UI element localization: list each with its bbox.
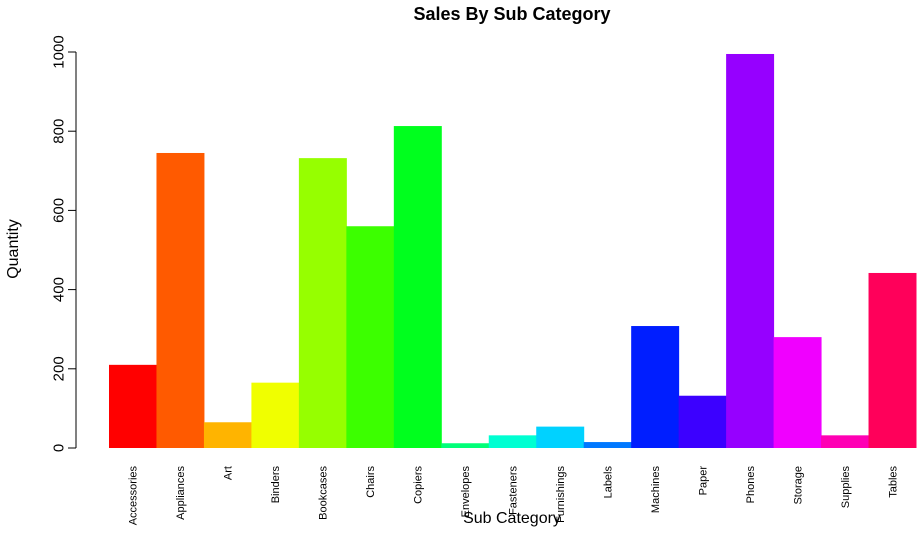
- y-tick-label: 1000: [50, 35, 67, 68]
- bar-binders: [251, 382, 300, 448]
- bar-art: [203, 422, 252, 448]
- bar-supplies: [821, 435, 870, 448]
- bar-paper: [678, 395, 727, 448]
- bar-phones: [726, 53, 775, 448]
- y-tick-label: 800: [50, 119, 67, 144]
- bar-envelopes: [441, 443, 490, 448]
- x-tick-label: Tables: [887, 466, 899, 498]
- chart-title: Sales By Sub Category: [413, 4, 610, 24]
- bar-appliances: [156, 152, 205, 449]
- x-axis-label: Sub Category: [463, 510, 561, 527]
- bar-accessories: [109, 364, 157, 448]
- bar-machines: [631, 326, 680, 448]
- x-tick-label: Phones: [745, 466, 757, 504]
- y-tick-label: 600: [50, 198, 67, 223]
- bar-storage: [773, 337, 822, 448]
- x-tick-label: Fasteners: [508, 466, 520, 515]
- x-tick-label: Supplies: [840, 466, 852, 509]
- y-axis: 0 200 400 600 800 1000: [50, 35, 77, 452]
- bar-copiers: [393, 126, 442, 448]
- x-tick-label: Labels: [602, 466, 614, 499]
- x-tick-label: Bookcases: [318, 466, 330, 520]
- x-tick-label: Envelopes: [460, 466, 472, 518]
- x-tick-label: Appliances: [175, 466, 187, 520]
- x-tick-label: Art: [223, 466, 235, 480]
- x-tick-label: Binders: [270, 466, 282, 504]
- bar-furnishings: [536, 426, 585, 448]
- x-tick-labels: Accessories Appliances Art Binders Bookcases…: [128, 466, 900, 526]
- y-tick-label: 0: [50, 444, 67, 452]
- bar-fasteners: [488, 435, 537, 448]
- bar-tables: [868, 272, 917, 448]
- bar-labels: [583, 442, 632, 448]
- x-tick-label: Accessories: [128, 466, 140, 526]
- y-axis-label: Quantity: [5, 219, 22, 279]
- x-tick-label: Storage: [792, 466, 804, 505]
- x-tick-label: Furnishings: [555, 466, 567, 523]
- bar-bookcases: [298, 158, 347, 449]
- y-tick-label: 400: [50, 277, 67, 302]
- x-tick-label: Copiers: [413, 466, 425, 504]
- y-tick-label: 200: [50, 356, 67, 381]
- x-tick-label: Paper: [697, 466, 709, 496]
- bar-chairs: [346, 226, 395, 448]
- x-tick-label: Machines: [650, 466, 662, 514]
- x-tick-label: Chairs: [365, 466, 377, 498]
- bars-group: [109, 53, 917, 449]
